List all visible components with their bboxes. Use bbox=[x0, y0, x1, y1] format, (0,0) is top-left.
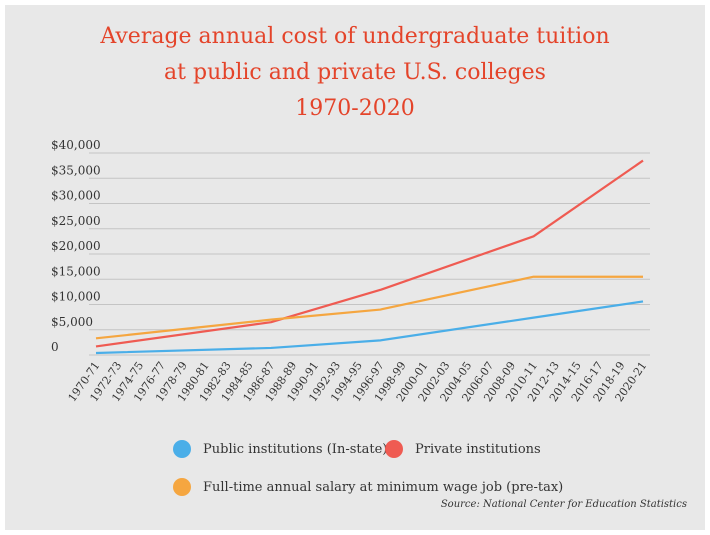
legend-label-wage: Full-time annual salary at minimum wage … bbox=[203, 479, 564, 495]
chart-title-line-2: at public and private U.S. colleges bbox=[164, 60, 546, 85]
y-tick-label: $40,000 bbox=[51, 138, 101, 152]
legend-swatch-wage bbox=[173, 478, 191, 496]
series-line-wage bbox=[95, 275, 643, 340]
legend-swatch-private bbox=[385, 440, 403, 458]
chart-title: Average annual cost of undergraduate tui… bbox=[5, 19, 705, 127]
legend-item-wage: Full-time annual salary at minimum wage … bbox=[173, 478, 563, 496]
y-tick-label: $5,000 bbox=[51, 315, 93, 329]
y-tick-label: $25,000 bbox=[51, 214, 101, 228]
y-tick-label: $30,000 bbox=[51, 189, 101, 203]
series-lines bbox=[95, 159, 644, 355]
legend-item-public: Public institutions (In-state) bbox=[173, 440, 387, 458]
y-tick-label: 0 bbox=[51, 340, 59, 354]
y-axis-ticks: 0 $5,000 $10,000 $15,000 $20,000 $25,000 $30,0… bbox=[51, 138, 101, 354]
y-tick-label: $35,000 bbox=[51, 163, 101, 177]
legend-swatch-public bbox=[173, 440, 191, 458]
line-chart: 0 $5,000 $10,000 $15,000 $20,000 $25,000 $30,0… bbox=[51, 138, 650, 404]
series-line-private bbox=[95, 159, 644, 348]
series-line-public bbox=[95, 300, 644, 355]
chart-title-line-1: Average annual cost of undergraduate tui… bbox=[100, 24, 610, 49]
y-tick-label: $20,000 bbox=[51, 239, 101, 253]
y-tick-label: $15,000 bbox=[51, 264, 101, 278]
grid-lines bbox=[89, 152, 650, 356]
chart-frame: Average annual cost of undergraduate tui… bbox=[5, 5, 705, 530]
legend-label-private: Private institutions bbox=[415, 441, 541, 457]
legend-label-public: Public institutions (In-state) bbox=[203, 441, 388, 457]
chart-title-line-3: 1970-2020 bbox=[295, 96, 415, 121]
x-axis-ticks: 1970-711972-731974-751976-771978-791980-… bbox=[66, 359, 650, 404]
y-tick-label: $10,000 bbox=[51, 290, 101, 304]
legend-item-private: Private institutions bbox=[385, 440, 541, 458]
source-note: Source: National Center for Education St… bbox=[440, 499, 687, 510]
